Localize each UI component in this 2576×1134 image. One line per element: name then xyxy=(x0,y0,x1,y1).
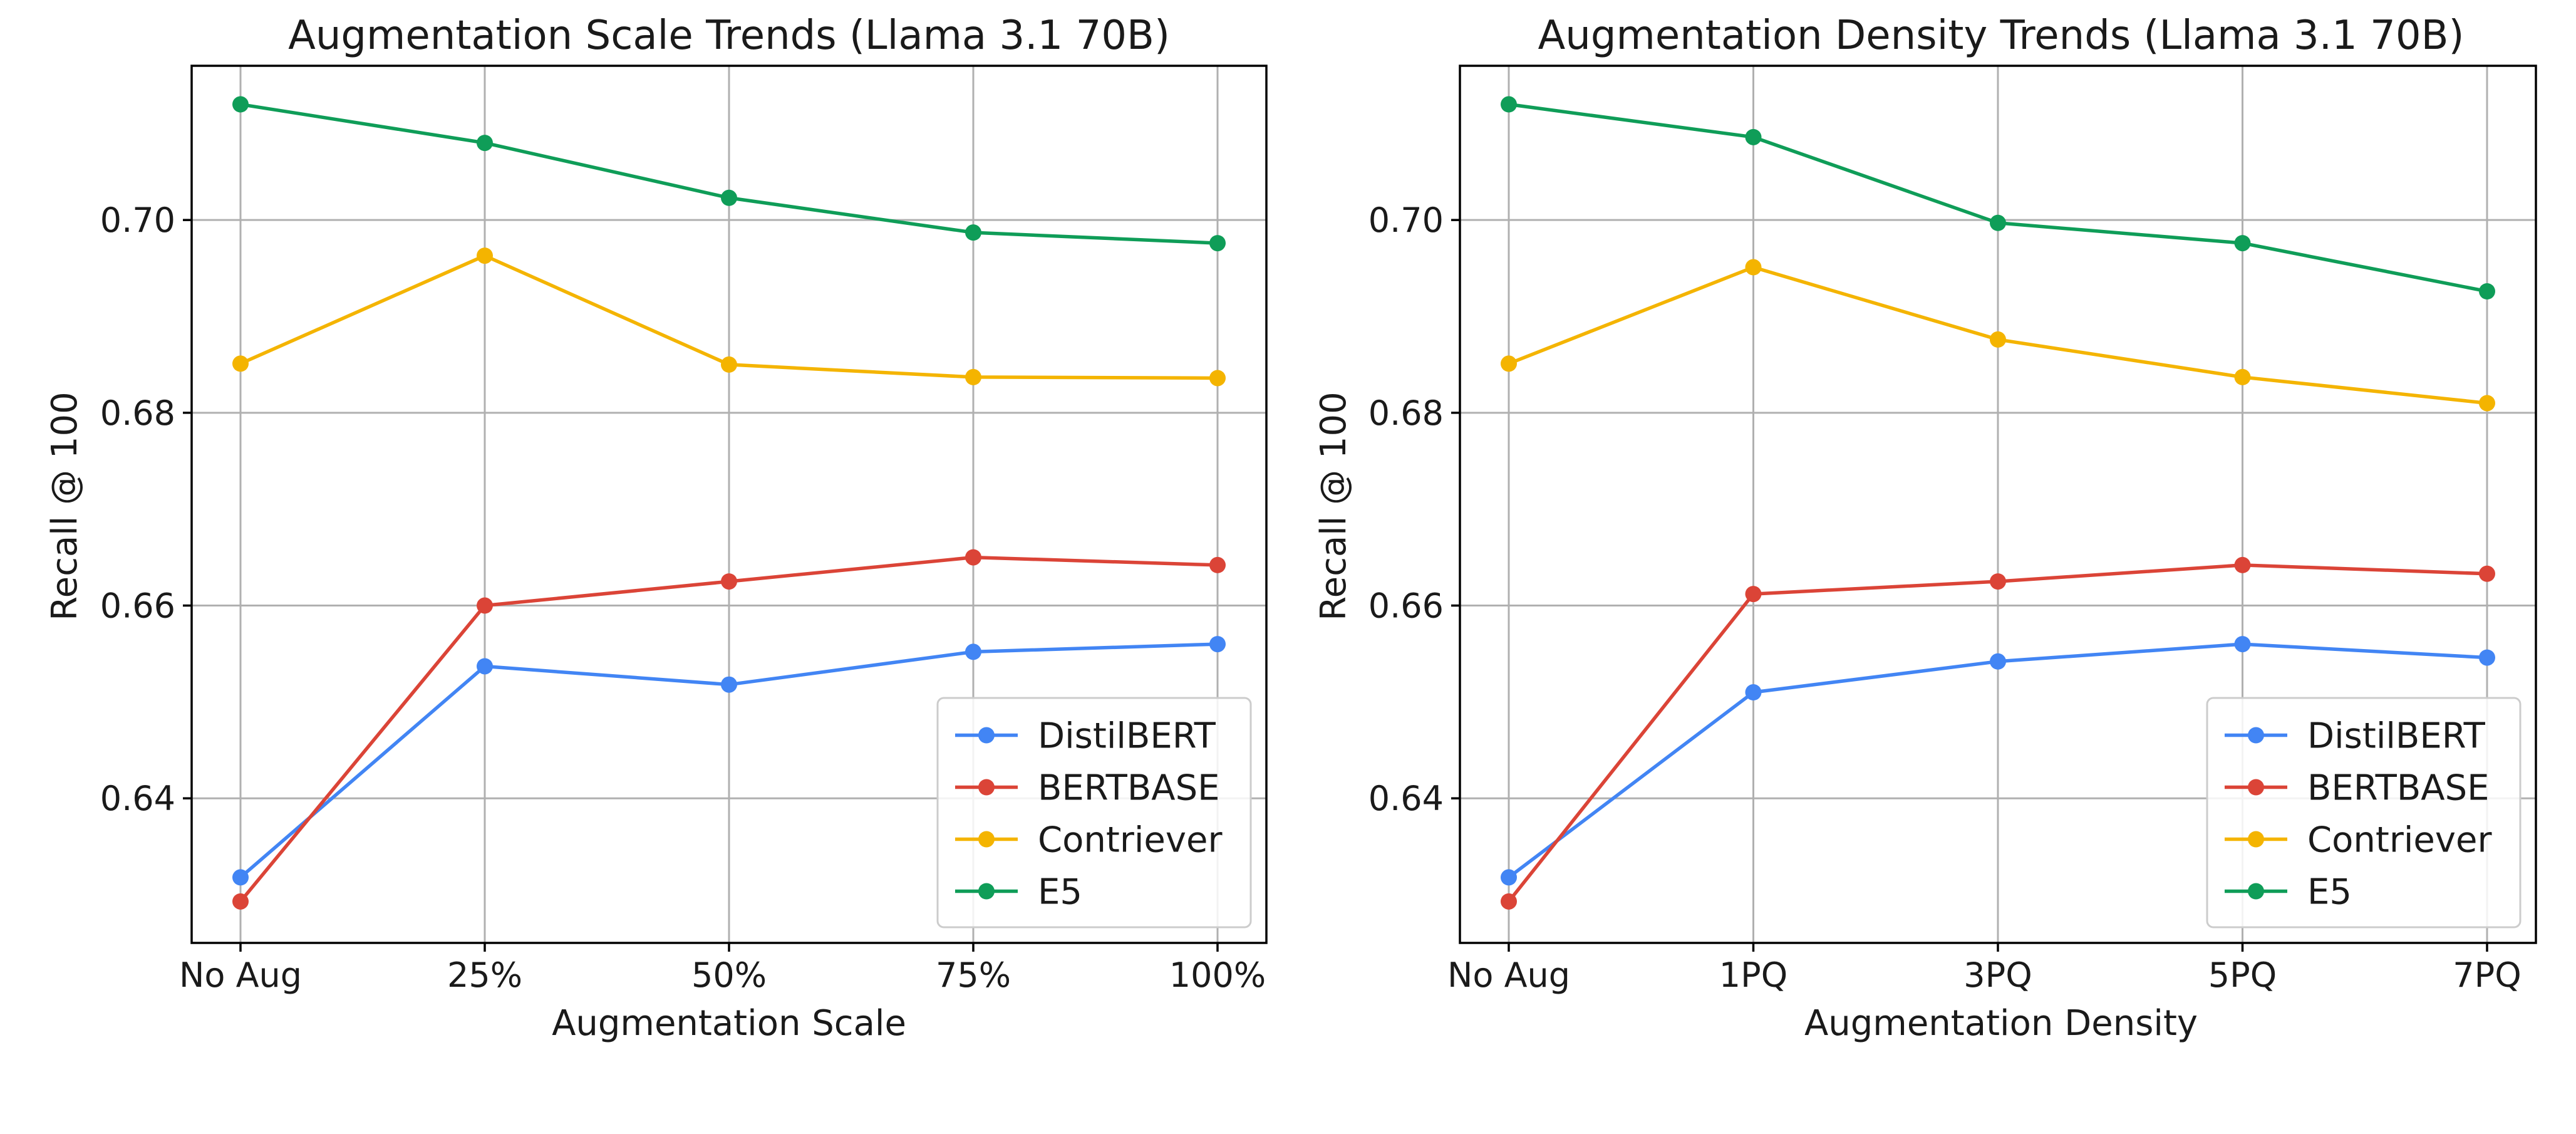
contriever-legend-marker xyxy=(2248,831,2264,848)
bertbase-point xyxy=(1745,586,1762,603)
e5-legend-label: E5 xyxy=(1038,872,1082,913)
bertbase-legend-marker xyxy=(978,779,995,796)
contriever-point xyxy=(721,356,737,373)
y-tick-label: 0.70 xyxy=(100,200,175,240)
distilbert-legend-label: DistilBERT xyxy=(1038,716,1216,757)
chart-title: Augmentation Density Trends (Llama 3.1 7… xyxy=(1538,13,2465,59)
y-tick-label: 0.66 xyxy=(100,586,175,626)
plot-frame xyxy=(190,65,1268,944)
distilbert-point xyxy=(965,643,981,660)
x-tick-label: 7PQ xyxy=(2453,955,2521,995)
x-tick-label: No Aug xyxy=(1447,955,1570,995)
bertbase-point xyxy=(2479,565,2495,582)
contriever-point xyxy=(2234,368,2251,385)
chart-title: Augmentation Scale Trends (Llama 3.1 70B… xyxy=(288,13,1170,59)
bertbase-point xyxy=(721,573,737,590)
contriever-legend-marker xyxy=(978,831,995,848)
bertbase-legend-marker xyxy=(2248,779,2264,796)
contriever-point xyxy=(1745,259,1762,276)
distilbert-point xyxy=(1209,636,1226,653)
e5-point xyxy=(232,96,249,113)
distilbert-point xyxy=(2479,649,2495,666)
contriever-legend-label: Contriever xyxy=(1038,820,1223,861)
e5-point xyxy=(965,224,981,241)
distilbert-point xyxy=(2234,636,2251,653)
x-axis-label: Augmentation Scale xyxy=(552,1003,906,1044)
contriever-point xyxy=(2479,395,2495,412)
e5-point xyxy=(1745,128,1762,145)
e5-legend-marker xyxy=(2248,883,2264,900)
e5-point xyxy=(2479,283,2495,299)
density-trends-chart: Augmentation Density Trends (Llama 3.1 7… xyxy=(1313,13,2537,1044)
bertbase-legend-label: BERTBASE xyxy=(2307,768,2490,809)
legend-frame xyxy=(2206,697,2522,929)
bertbase-point xyxy=(477,597,493,614)
distilbert-point xyxy=(477,658,493,675)
legend-frame xyxy=(936,697,1252,929)
e5-point xyxy=(2234,235,2251,252)
bertbase-point xyxy=(1501,893,1517,910)
distilbert-point xyxy=(1990,653,2006,670)
y-tick-label: 0.68 xyxy=(1368,393,1444,433)
y-tick-label: 0.68 xyxy=(100,393,175,433)
x-tick-label: 5PQ xyxy=(2208,955,2277,995)
contriever-point xyxy=(965,368,981,385)
x-tick-label: 1PQ xyxy=(1719,955,1787,995)
bertbase-point xyxy=(965,549,981,566)
y-axis-label: Recall @ 100 xyxy=(44,392,85,621)
e5-legend-marker xyxy=(978,883,995,900)
legend: DistilBERT BERTBASE Contriever E5 xyxy=(936,697,1252,929)
x-tick-label: 100% xyxy=(1169,955,1266,995)
bertbase-point xyxy=(232,893,249,910)
bertbase-point xyxy=(2234,556,2251,573)
e5-point xyxy=(1501,96,1517,113)
x-tick-label: 75% xyxy=(936,955,1011,995)
contriever-legend-label: Contriever xyxy=(2307,820,2492,861)
y-tick-label: 0.64 xyxy=(1368,779,1444,818)
distilbert-legend-label: DistilBERT xyxy=(2307,716,2486,757)
distilbert-legend-marker xyxy=(978,727,995,744)
e5-point xyxy=(1209,235,1226,252)
y-tick-label: 0.66 xyxy=(1368,586,1444,626)
distilbert-point xyxy=(1501,869,1517,886)
bertbase-point xyxy=(1990,573,2006,590)
y-tick-label: 0.64 xyxy=(100,779,175,818)
contriever-point xyxy=(1501,355,1517,372)
distilbert-point xyxy=(721,676,737,693)
distilbert-point xyxy=(232,869,249,886)
scale-trends-chart: Augmentation Scale Trends (Llama 3.1 70B… xyxy=(44,13,1268,1044)
y-axis-label: Recall @ 100 xyxy=(1313,392,1354,621)
e5-point xyxy=(1990,214,2006,231)
bertbase-point xyxy=(1209,556,1226,573)
legend: DistilBERT BERTBASE Contriever E5 xyxy=(2206,697,2522,929)
x-tick-label: 25% xyxy=(447,955,522,995)
distilbert-point xyxy=(1745,684,1762,700)
e5-point xyxy=(477,135,493,152)
y-tick-label: 0.70 xyxy=(1368,200,1444,240)
x-tick-label: 50% xyxy=(691,955,767,995)
x-axis-label: Augmentation Density xyxy=(1804,1003,2198,1044)
bertbase-legend-label: BERTBASE xyxy=(1038,768,1220,809)
contriever-point xyxy=(1209,370,1226,387)
e5-legend-label: E5 xyxy=(2307,872,2352,913)
contriever-point xyxy=(1990,331,2006,348)
plot-frame xyxy=(1459,65,2537,944)
contriever-point xyxy=(232,355,249,372)
distilbert-legend-marker xyxy=(2248,727,2264,744)
x-tick-label: 3PQ xyxy=(1963,955,2032,995)
e5-point xyxy=(721,189,737,206)
x-tick-label: No Aug xyxy=(179,955,302,995)
contriever-point xyxy=(477,247,493,264)
